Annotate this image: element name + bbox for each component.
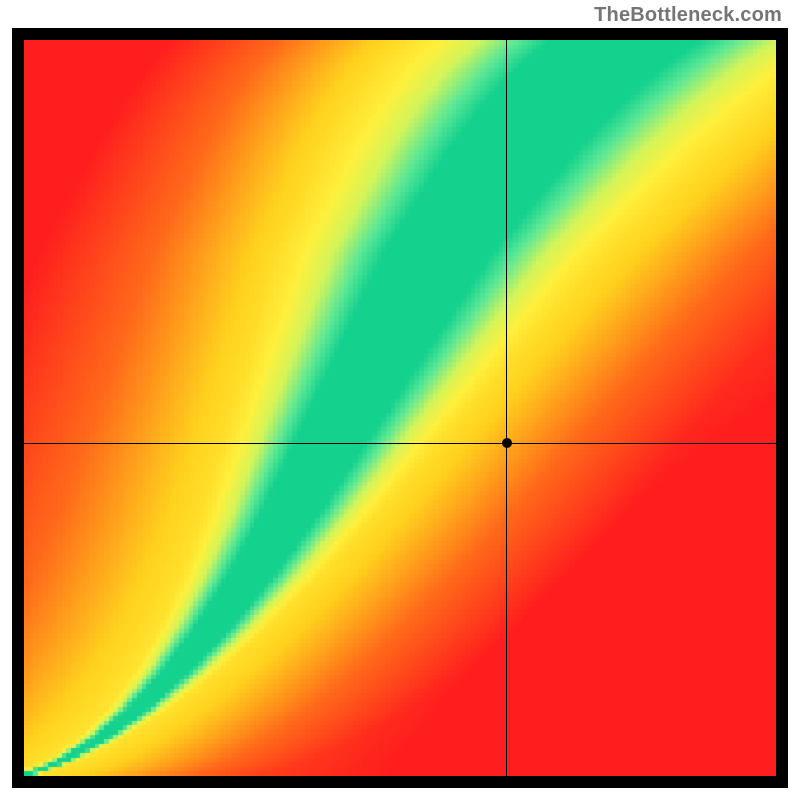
heatmap-canvas	[24, 40, 776, 776]
watermark-text: TheBottleneck.com	[594, 4, 782, 27]
crosshair-vertical	[506, 40, 507, 776]
plot-border	[12, 28, 788, 788]
crosshair-marker	[502, 438, 512, 448]
chart-container: TheBottleneck.com	[0, 0, 800, 800]
crosshair-horizontal	[24, 443, 776, 444]
